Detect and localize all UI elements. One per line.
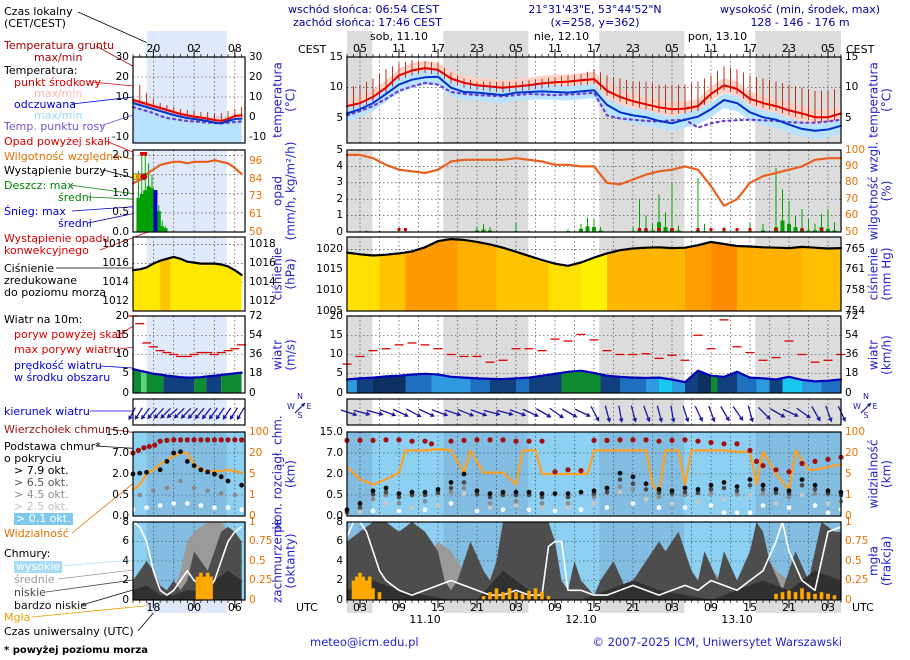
svg-text:N: N [863, 392, 869, 401]
legend-leader-line [99, 365, 134, 369]
svg-text:S: S [297, 411, 302, 420]
contact-email-link[interactable]: meteo@icm.edu.pl [310, 635, 419, 649]
svg-text:N: N [297, 392, 303, 401]
copyright: © 2007-2025 ICM, Uniwersytet Warszawski [592, 635, 842, 649]
altitude-label: wysokość (min, środek, max) [719, 3, 881, 16]
svg-text:E: E [306, 402, 311, 411]
legend-leader-line [57, 569, 134, 580]
sunset-info: zachód słońca: 17:46 CEST [293, 16, 442, 29]
legend-leader-line [59, 559, 134, 567]
legend-leader-line [137, 610, 156, 632]
legend-leader-line [99, 114, 134, 127]
legend-leader-line [71, 96, 134, 105]
svg-text:W: W [853, 402, 861, 411]
legend-leader-line [45, 579, 134, 593]
svg-text:E: E [872, 402, 877, 411]
grid-xy-label: (x=258, y=362) [550, 16, 640, 29]
compass-icon: N SW E [853, 392, 877, 420]
tz-utc-left: UTC [296, 601, 318, 614]
legend-leader-line [91, 81, 134, 87]
altitude-values: 128 - 146 - 176 m [750, 16, 850, 29]
tz-cest-left: CEST [298, 43, 327, 56]
sunrise-info: wschód słońca: 06:54 CEST [288, 3, 440, 16]
legend-leader-line [99, 231, 149, 251]
legend-leader-line [77, 11, 151, 45]
coordinates-label: 21°31'43"E, 53°44'52"N [528, 3, 662, 16]
legend-leader-line [81, 589, 134, 606]
svg-text:S: S [863, 411, 868, 420]
tz-utc-right: UTC [852, 601, 874, 614]
compass-icon: N SW E [287, 392, 311, 420]
tz-cest-right: CEST [846, 43, 875, 56]
footnote: * powyżej poziomu morza [4, 645, 148, 656]
svg-text:W: W [287, 402, 295, 411]
